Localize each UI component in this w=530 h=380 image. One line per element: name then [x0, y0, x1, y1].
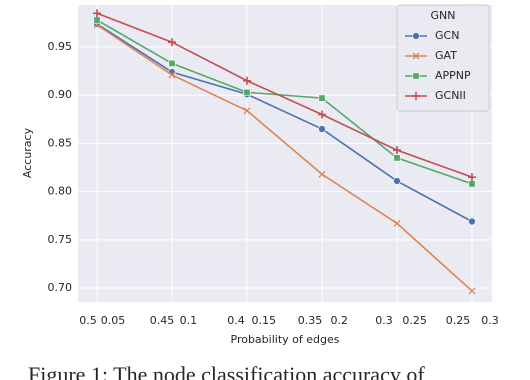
- marker: [318, 94, 326, 102]
- legend-box: [396, 4, 490, 112]
- marker: [393, 154, 401, 162]
- y-tick-label: 0.85: [48, 136, 73, 149]
- x-tick-label: 0.45: [150, 314, 175, 327]
- y-tick-label: 0.70: [48, 281, 73, 294]
- x-axis-label: Probability of edges: [231, 333, 340, 346]
- x2-tick-label: 0.2: [330, 314, 348, 327]
- x-tick-label: 0.35: [298, 314, 323, 327]
- marker: [412, 72, 420, 80]
- marker: [412, 92, 420, 100]
- x-tick-label: 0.5: [79, 314, 97, 327]
- series-line: [96, 24, 473, 292]
- caption: Figure 1: The node classification accura…: [28, 362, 425, 380]
- legend-title: GNN: [431, 9, 456, 22]
- y-tick-label: 0.95: [48, 40, 73, 53]
- legend-label: APPNP: [435, 69, 471, 82]
- x2-tick-label: 0.15: [252, 314, 277, 327]
- series-line: [96, 19, 473, 185]
- marker: [318, 110, 326, 119]
- marker: [412, 32, 420, 40]
- x2-tick-label: 0.3: [481, 314, 499, 327]
- marker: [468, 287, 476, 295]
- x2-tick-label: 0.05: [101, 314, 126, 327]
- marker: [168, 59, 176, 67]
- marker: [468, 180, 476, 188]
- legend-label: GCN: [435, 29, 459, 42]
- legend: GNN GCN GAT APPNP GCNII: [396, 4, 490, 112]
- legend-label: GAT: [435, 49, 457, 62]
- marker: [168, 38, 176, 47]
- legend-label: GCNII: [435, 89, 466, 102]
- series-line: [96, 23, 473, 223]
- series-line: [96, 12, 473, 178]
- x2-tick-label: 0.25: [402, 314, 427, 327]
- marker: [318, 125, 326, 133]
- marker: [243, 107, 251, 115]
- x-tick-label: 0.25: [446, 314, 471, 327]
- marker: [393, 146, 401, 155]
- marker: [318, 170, 326, 178]
- series-group: [93, 9, 476, 295]
- marker: [393, 219, 401, 227]
- marker: [468, 217, 476, 226]
- y-tick-label: 0.75: [48, 233, 73, 246]
- marker: [393, 177, 401, 185]
- marker: [243, 76, 251, 85]
- marker: [243, 88, 251, 96]
- marker: [468, 173, 476, 182]
- y-axis-label: Accuracy: [21, 127, 34, 178]
- x-tick-label: 0.4: [227, 314, 245, 327]
- marker: [412, 52, 420, 60]
- marker: [93, 16, 101, 24]
- x-tick-label: 0.3: [375, 314, 393, 327]
- x2-tick-label: 0.1: [180, 314, 198, 327]
- marker: [93, 9, 101, 18]
- marker: [168, 71, 176, 79]
- y-tick-label: 0.80: [48, 185, 73, 198]
- y-tick-label: 0.90: [48, 88, 73, 101]
